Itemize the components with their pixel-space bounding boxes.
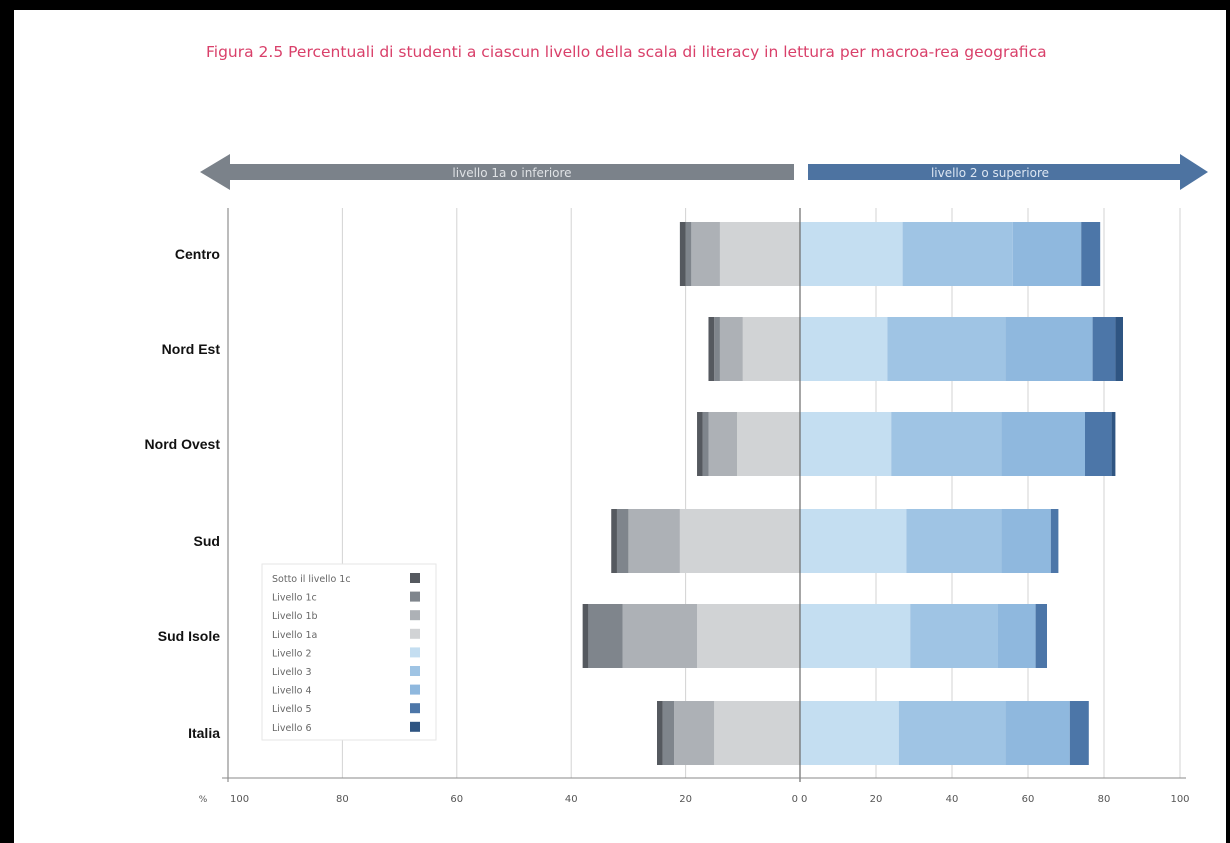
bar-segment	[887, 317, 1006, 381]
legend-swatch	[410, 573, 420, 583]
bar-segment	[679, 509, 800, 573]
bar-segment	[898, 701, 1006, 765]
bar-segment	[662, 701, 675, 765]
bar-segment	[910, 604, 998, 668]
bar-segment	[1001, 412, 1085, 476]
tick-label: 80	[1098, 794, 1111, 805]
legend: Sotto il livello 1c Livello 1c Livello 1b L…	[261, 563, 437, 741]
bar-segment	[719, 317, 743, 381]
bar-segment	[611, 509, 617, 573]
bar-segment	[800, 509, 907, 573]
arrow-right-icon	[808, 154, 1208, 190]
tick-label: 0	[801, 794, 807, 805]
legend-swatch	[410, 721, 420, 732]
legend-label: Livello 1b	[272, 611, 318, 622]
tick-labels: % 100 80 60 40 20 0 0 20 40 60 80 100	[199, 794, 1190, 805]
bar-segment	[1001, 509, 1051, 573]
bar-segment	[997, 604, 1036, 668]
bar-segment	[737, 412, 800, 476]
bar-segment	[800, 412, 892, 476]
bar-segment	[697, 412, 703, 476]
bar-segment	[1111, 412, 1116, 476]
legend-label: Livello 3	[272, 667, 312, 678]
bar-segment	[1069, 701, 1089, 765]
tick-label: 100	[230, 794, 249, 805]
bar-segment	[902, 222, 1013, 286]
arrow-left-label: livello 1a o inferiore	[452, 166, 571, 180]
tick-label: 0	[792, 794, 798, 805]
arrow-left-icon	[200, 154, 794, 190]
bar-segment	[622, 604, 698, 668]
bar-segment	[1115, 317, 1123, 381]
tick-label: 60	[1022, 794, 1035, 805]
bar-segment	[1050, 509, 1059, 573]
legend-swatch	[410, 666, 420, 676]
bar-segment	[588, 604, 623, 668]
legend-label: Sotto il livello 1c	[272, 574, 351, 585]
bar-segment	[1092, 317, 1116, 381]
legend-swatch	[410, 591, 420, 602]
bar-segment	[719, 222, 800, 286]
bar-segment	[616, 509, 629, 573]
category-label: Nord Est	[162, 341, 221, 357]
bar-segment	[1012, 222, 1082, 286]
legend-label: Livello 2	[272, 648, 312, 659]
category-label: Sud	[194, 533, 220, 549]
legend-swatch	[410, 703, 420, 714]
legend-swatch	[410, 684, 420, 695]
bar-segment	[691, 222, 720, 286]
bar-segment	[1035, 604, 1047, 668]
bar-segment	[628, 509, 680, 573]
arrow-right-label: livello 2 o superiore	[931, 166, 1049, 180]
legend-swatch	[410, 610, 420, 621]
tick-label: 40	[946, 794, 959, 805]
bar-segment	[800, 701, 899, 765]
bar-segment	[1005, 317, 1093, 381]
tick-label: 40	[565, 794, 578, 805]
legend-label: Livello 6	[272, 723, 312, 734]
bar-segment	[708, 317, 715, 381]
legend-label: Livello 1a	[272, 630, 317, 641]
x-unit-label: %	[199, 795, 208, 805]
tick-label: 20	[679, 794, 692, 805]
legend-label: Livello 5	[272, 704, 312, 715]
tick-label: 100	[1170, 794, 1189, 805]
bar-segment	[679, 222, 686, 286]
tick-label: 60	[450, 794, 463, 805]
bar-segment	[708, 412, 738, 476]
tick-label: 20	[870, 794, 883, 805]
bar-segment	[891, 412, 1002, 476]
category-label: Sud Isole	[158, 628, 220, 644]
bar-segment	[906, 509, 1002, 573]
legend-swatch	[410, 628, 420, 639]
bar-segment	[674, 701, 715, 765]
bar-segment	[1085, 412, 1112, 476]
gridlines	[341, 208, 1181, 778]
bars	[582, 222, 1123, 765]
bar-segment	[742, 317, 800, 381]
tick-label: 80	[336, 794, 349, 805]
bar-segment	[657, 701, 663, 765]
bar-segment	[697, 604, 800, 668]
bar-segment	[800, 604, 911, 668]
legend-box	[261, 563, 437, 741]
category-label: Nord Ovest	[145, 436, 221, 452]
bar-segment	[685, 222, 692, 286]
bar-segment	[702, 412, 709, 476]
category-label: Italia	[188, 725, 220, 741]
chart-title: Figura 2.5 Percentuali di studenti a cia…	[206, 43, 1047, 61]
legend-swatch	[410, 647, 420, 658]
legend-label: Livello 4	[272, 686, 312, 697]
bar-segment	[714, 701, 800, 765]
bar-segment	[800, 317, 888, 381]
category-label: Centro	[175, 246, 220, 262]
bar-segment	[714, 317, 720, 381]
bar-segment	[582, 604, 589, 668]
bar-segment	[800, 222, 903, 286]
bar-segment	[1005, 701, 1070, 765]
bar-segment	[1081, 222, 1101, 286]
legend-label: Livello 1c	[272, 593, 317, 604]
